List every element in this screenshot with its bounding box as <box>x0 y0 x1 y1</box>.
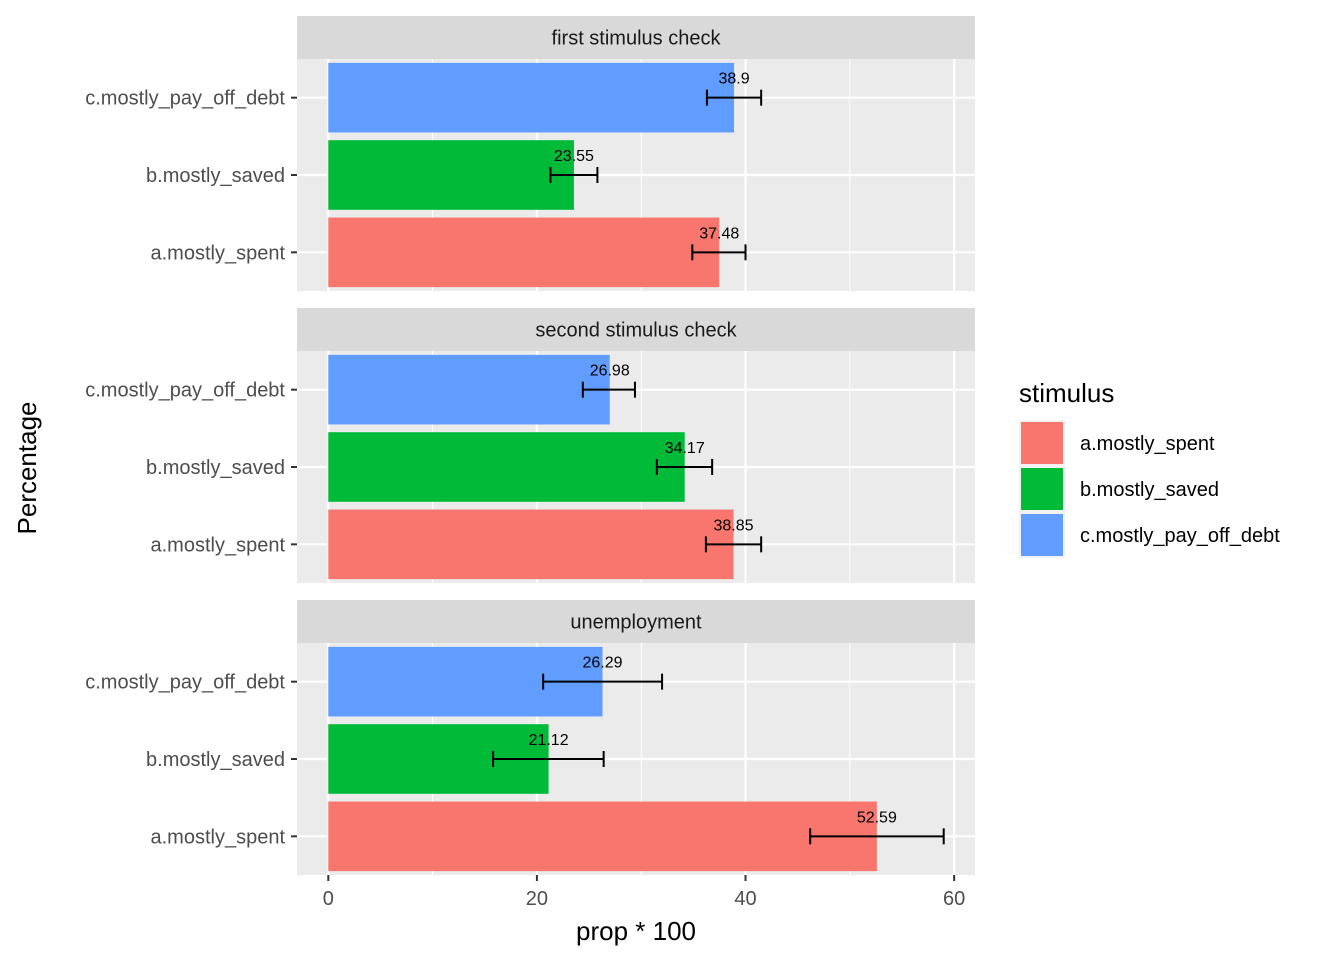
data-label: 38.9 <box>718 71 749 88</box>
bar <box>328 217 720 288</box>
legend-swatch <box>1021 468 1063 510</box>
bar <box>328 509 734 580</box>
bar <box>328 432 685 502</box>
x-tick-label: 60 <box>943 888 965 910</box>
data-label: 26.29 <box>582 655 622 672</box>
y-tick-label: c.mostly_pay_off_debt <box>85 88 285 110</box>
facet-strip <box>297 600 975 643</box>
legend-label: b.mostly_saved <box>1080 479 1219 501</box>
legend-label: c.mostly_pay_off_debt <box>1080 525 1280 547</box>
y-tick-label: a.mostly_spent <box>150 826 285 848</box>
y-tick-label: c.mostly_pay_off_debt <box>85 380 285 402</box>
x-axis-title: prop * 100 <box>576 916 696 946</box>
y-tick-label: c.mostly_pay_off_debt <box>85 672 285 694</box>
legend-label: a.mostly_spent <box>1080 433 1215 455</box>
data-label: 38.85 <box>714 517 754 534</box>
data-label: 37.48 <box>699 225 739 242</box>
data-label: 52.59 <box>857 809 897 826</box>
data-label: 23.55 <box>554 148 594 165</box>
bar <box>328 140 574 210</box>
y-axis-title: Percentage <box>12 402 42 535</box>
y-tick-label: b.mostly_saved <box>146 457 285 479</box>
x-tick-label: 40 <box>734 888 756 910</box>
data-label: 21.12 <box>529 732 569 749</box>
data-label: 26.98 <box>590 363 630 380</box>
y-tick-label: a.mostly_spent <box>150 534 285 556</box>
facet-strip <box>297 16 975 59</box>
y-tick-label: b.mostly_saved <box>146 165 285 187</box>
legend-swatch <box>1021 514 1063 556</box>
legend-title: stimulus <box>1019 378 1114 408</box>
facet-title: second stimulus check <box>535 320 737 342</box>
x-tick-label: 0 <box>323 888 334 910</box>
y-tick-label: a.mostly_spent <box>150 242 285 264</box>
facet-title: unemployment <box>570 612 702 634</box>
bar <box>328 62 735 133</box>
bar <box>328 801 877 872</box>
bar <box>328 354 610 425</box>
data-label: 34.17 <box>665 440 705 457</box>
x-tick-label: 20 <box>526 888 548 910</box>
legend-swatch <box>1021 422 1063 464</box>
facet-title: first stimulus check <box>552 28 722 50</box>
y-tick-label: b.mostly_saved <box>146 749 285 771</box>
facet-strip <box>297 308 975 351</box>
